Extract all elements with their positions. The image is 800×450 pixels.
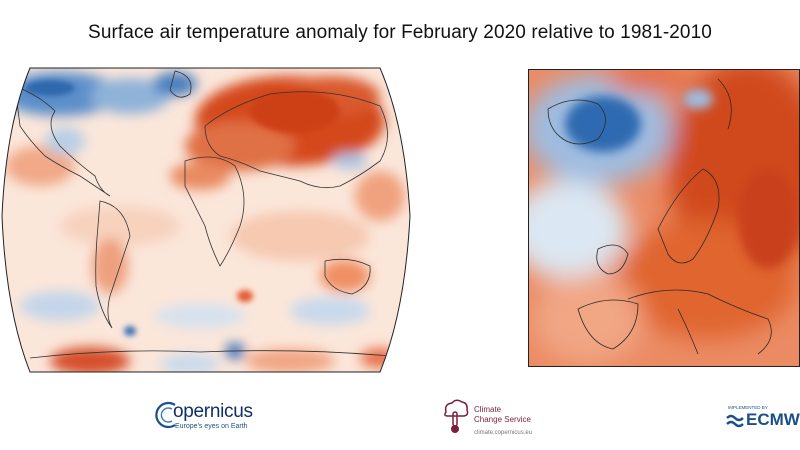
ecmwf-wordmark: ECMWF xyxy=(746,410,800,429)
copernicus-logo: opernicus Europe's eyes on Earth xyxy=(155,398,255,436)
c3s-line2: Change Service xyxy=(474,415,531,424)
europe-anomaly-map xyxy=(528,69,800,367)
ecmwf-wave-icon xyxy=(726,414,744,428)
map-title: Surface air temperature anomaly for Febr… xyxy=(88,22,712,43)
copernicus-wordmark: opernicus xyxy=(173,401,253,422)
ecmwf-implemented-by: IMPLEMENTED BY xyxy=(728,405,768,410)
c3s-logo: Climate Change Service climate.copernicu… xyxy=(440,398,550,440)
copernicus-icon xyxy=(155,401,176,429)
c3s-line1: Climate xyxy=(474,405,502,414)
copernicus-tagline: Europe's eyes on Earth xyxy=(175,423,248,430)
ecmwf-logo: IMPLEMENTED BY ECMWF xyxy=(726,405,800,435)
c3s-url: climate.copernicus.eu xyxy=(474,430,533,436)
thermometer-cloud-icon xyxy=(444,399,469,433)
world-anomaly-map xyxy=(1,67,411,373)
